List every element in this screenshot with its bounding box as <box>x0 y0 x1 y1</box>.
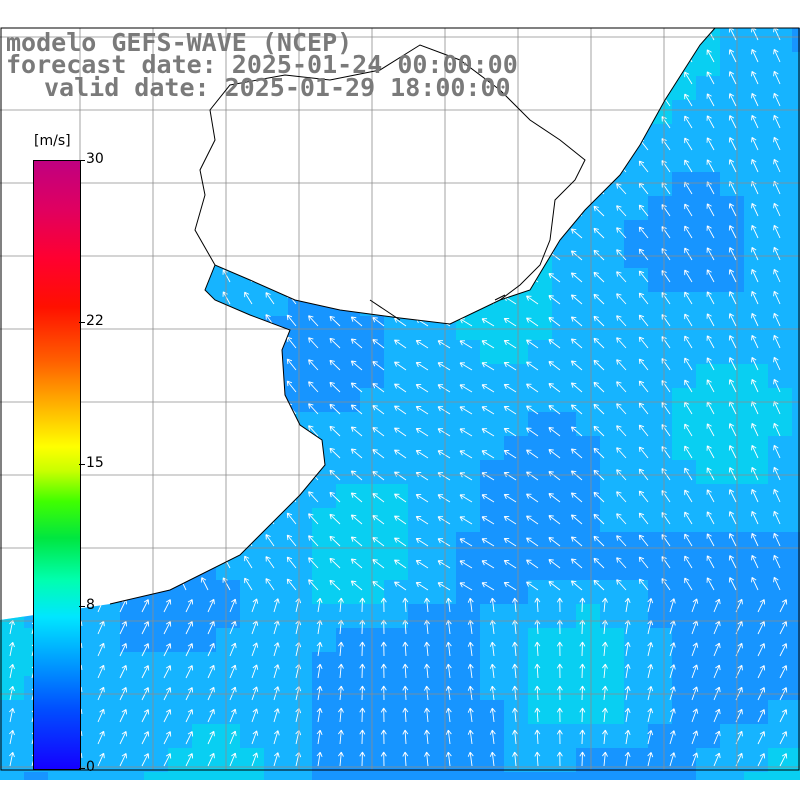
colorbar-tick-label: 30 <box>86 151 104 167</box>
colorbar-tick-label: 15 <box>86 455 104 471</box>
colorbar-tick-mark <box>79 160 85 161</box>
colorbar-tick-mark <box>79 464 85 465</box>
colorbar-tick-label: 0 <box>86 759 95 775</box>
border-line <box>194 44 586 321</box>
colorbar-tick-mark <box>79 322 85 324</box>
colorbar-tick-mark <box>79 605 85 607</box>
forecast-date: forecast date: 2025-01-24 00:00:00 <box>6 50 518 79</box>
valid-date: valid date: 2025-01-29 18:00:00 <box>44 73 511 102</box>
colorbar-unit: [m/s] <box>34 133 71 149</box>
figure-title: modelo GEFS-WAVE (NCEP) <box>6 28 353 57</box>
colorbar-tick-label: 8 <box>86 596 95 613</box>
map-frame <box>0 27 800 771</box>
sea-field <box>0 28 800 780</box>
colorbar-tick-mark <box>79 768 85 769</box>
colorbar <box>33 160 81 770</box>
colorbar-tick-label: 22 <box>86 313 104 330</box>
lat-lon-grid <box>0 28 800 770</box>
